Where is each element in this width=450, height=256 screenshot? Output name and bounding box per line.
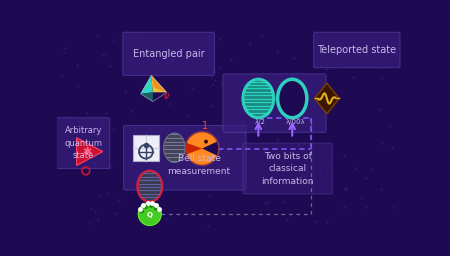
Text: 1: 1 <box>202 121 208 131</box>
Text: ψ: ψ <box>164 91 169 101</box>
Polygon shape <box>151 75 166 92</box>
Ellipse shape <box>164 133 185 162</box>
Wedge shape <box>187 132 218 165</box>
Circle shape <box>140 209 144 214</box>
Circle shape <box>154 206 158 211</box>
Wedge shape <box>202 142 218 155</box>
Polygon shape <box>140 92 153 102</box>
Text: Entangled pair: Entangled pair <box>133 49 204 59</box>
FancyBboxPatch shape <box>133 135 159 161</box>
Text: Two bits of
classical
information: Two bits of classical information <box>261 152 314 186</box>
Circle shape <box>149 203 153 208</box>
Circle shape <box>143 204 148 209</box>
Text: ✱: ✱ <box>82 147 91 157</box>
Ellipse shape <box>137 171 162 202</box>
FancyBboxPatch shape <box>223 74 326 132</box>
FancyBboxPatch shape <box>243 143 332 194</box>
Polygon shape <box>140 75 153 94</box>
Wedge shape <box>186 132 218 165</box>
Text: Q: Q <box>147 212 153 218</box>
Polygon shape <box>315 83 339 114</box>
Text: Bell state
measurement: Bell state measurement <box>167 154 231 176</box>
Text: λ/00λ: λ/00λ <box>286 119 306 125</box>
Text: Teleported state: Teleported state <box>317 45 396 55</box>
FancyBboxPatch shape <box>123 32 215 75</box>
Circle shape <box>138 202 162 226</box>
Ellipse shape <box>243 79 274 118</box>
FancyBboxPatch shape <box>124 125 246 190</box>
Text: Arbitrary
quantum
state: Arbitrary quantum state <box>64 126 102 160</box>
Ellipse shape <box>278 79 307 118</box>
Polygon shape <box>151 75 166 92</box>
FancyBboxPatch shape <box>314 32 400 68</box>
Circle shape <box>204 140 208 144</box>
Polygon shape <box>76 138 103 165</box>
Text: λ/2: λ/2 <box>255 119 266 125</box>
FancyBboxPatch shape <box>57 118 110 168</box>
